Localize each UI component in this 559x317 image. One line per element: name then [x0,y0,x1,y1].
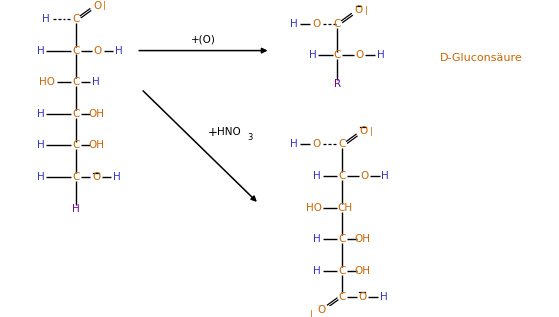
Text: C: C [72,140,79,150]
Text: H: H [377,50,385,60]
Text: H: H [314,171,321,181]
Text: |: | [369,126,372,136]
Text: C: C [72,46,79,55]
Text: O: O [93,1,101,10]
Text: CH: CH [338,203,353,213]
Text: OH: OH [354,266,371,276]
Text: C: C [72,77,79,87]
Text: C: C [339,171,346,181]
Text: C: C [72,14,79,24]
Text: H: H [113,172,121,182]
Text: H: H [115,46,123,55]
Text: C: C [334,19,341,29]
Text: O: O [317,305,325,315]
Text: O: O [358,292,367,302]
Text: H: H [314,234,321,244]
Text: H: H [291,19,298,29]
Text: H: H [291,139,298,149]
Text: H: H [314,266,321,276]
Text: D-Gluconsäure: D-Gluconsäure [440,53,523,63]
Text: C: C [72,109,79,119]
Text: H: H [37,46,44,55]
Text: O: O [312,19,320,29]
Text: C: C [339,292,346,302]
Text: C: C [339,139,346,149]
Text: OH: OH [88,109,104,119]
Text: |: | [365,6,368,15]
Text: HO: HO [39,77,55,87]
Text: +(O): +(O) [191,34,216,44]
Text: HNO: HNO [217,127,241,137]
Text: C: C [339,234,346,244]
Text: H: H [37,172,44,182]
Text: O: O [94,46,102,55]
Text: H: H [381,171,389,181]
Text: |: | [103,1,106,10]
Text: O: O [354,5,363,15]
Text: OH: OH [354,234,371,244]
Text: C: C [72,172,79,182]
Text: O: O [92,172,100,182]
Text: HO: HO [306,203,321,213]
Text: H: H [37,140,44,150]
Text: O: O [360,171,368,181]
Text: H: H [42,14,50,24]
Text: O: O [356,50,363,60]
Text: |: | [310,309,313,317]
Text: H: H [72,204,80,214]
Text: O: O [312,139,320,149]
Text: +: + [208,126,218,139]
Text: C: C [334,50,341,60]
Text: R: R [334,79,341,89]
Text: H: H [309,50,316,60]
Text: H: H [37,109,44,119]
Text: OH: OH [88,140,104,150]
Text: 3: 3 [248,133,253,142]
Text: O: O [359,126,367,136]
Text: C: C [339,266,346,276]
Text: H: H [380,292,387,302]
Text: H: H [92,77,100,87]
